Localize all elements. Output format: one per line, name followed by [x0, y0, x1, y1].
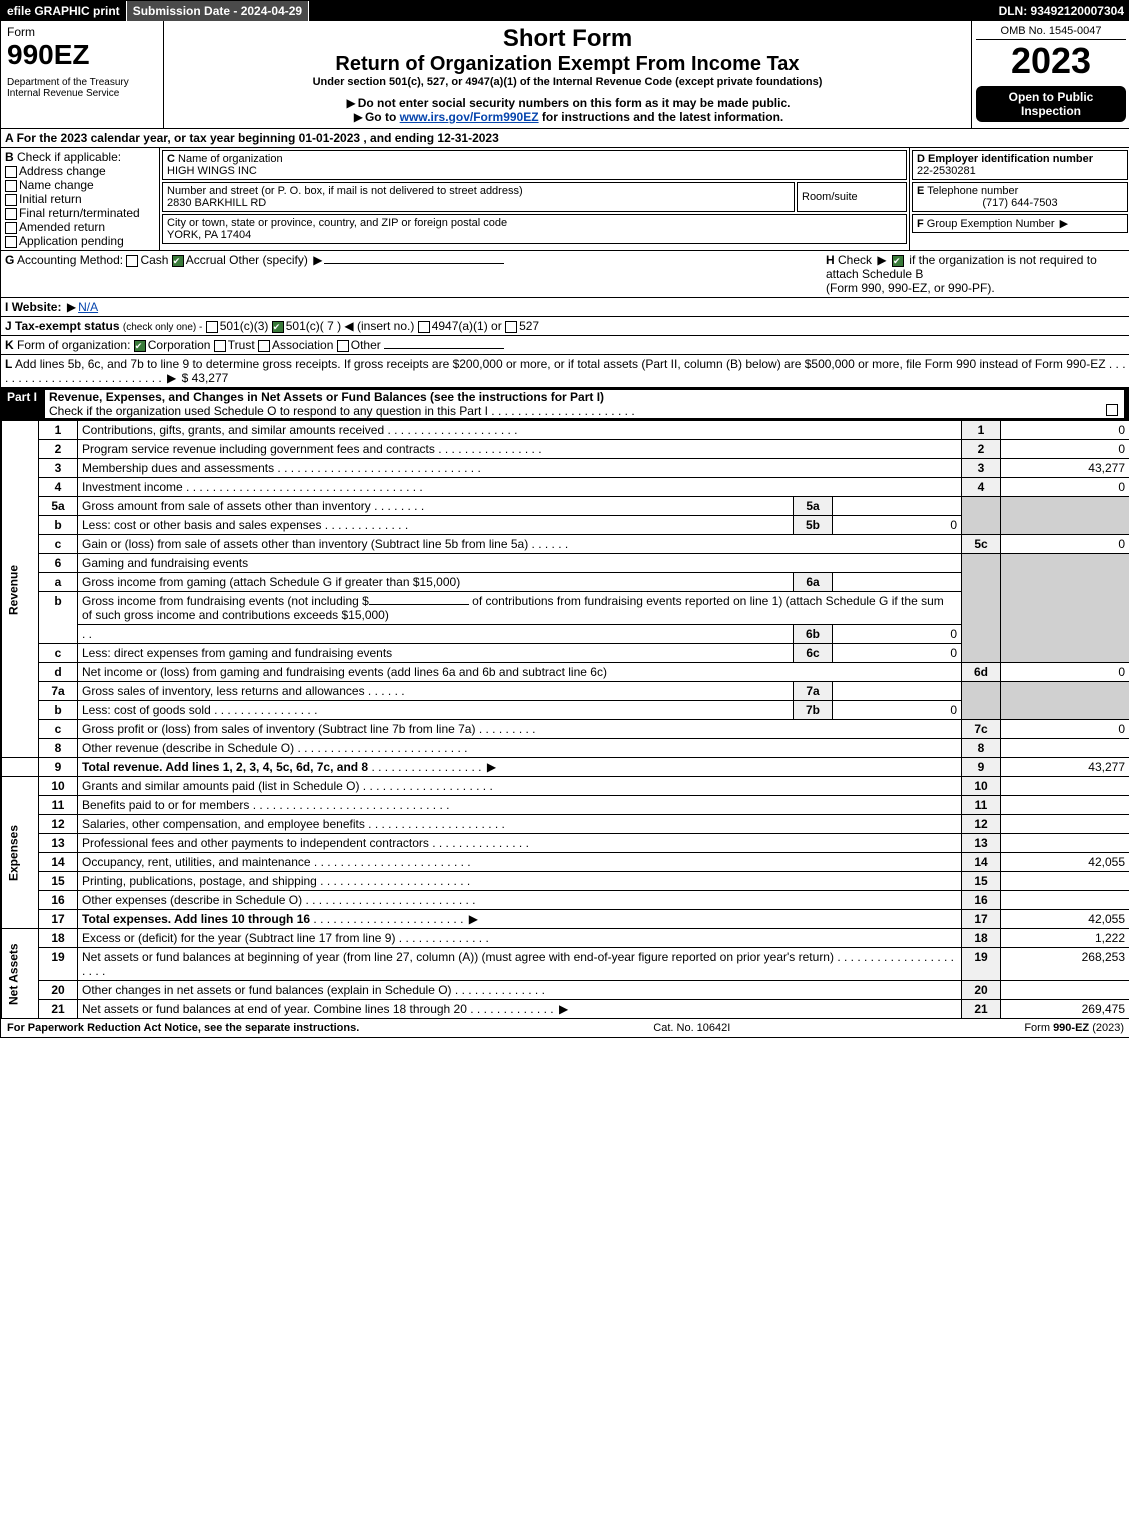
title-short: Short Form — [170, 25, 965, 53]
section-J: J Tax-exempt status (check only one) - 5… — [1, 317, 1129, 336]
section-C: C Name of organizationHIGH WINGS INC Num… — [160, 148, 910, 250]
title-subtitle: Under section 501(c), 527, or 4947(a)(1)… — [170, 76, 965, 88]
line14-amount: 42,055 — [1001, 853, 1129, 872]
checkbox-cash[interactable] — [126, 255, 138, 267]
checkbox-schedule-b[interactable] — [892, 255, 904, 267]
efile-label: efile GRAPHIC print — [1, 1, 127, 21]
netassets-label: Net Assets — [2, 929, 39, 1019]
line7a-mini — [833, 682, 962, 701]
line5a-mini — [833, 497, 962, 516]
website-link[interactable]: N/A — [78, 300, 98, 314]
checkbox-527[interactable] — [505, 321, 517, 333]
omb-number: OMB No. 1545-0047 — [976, 25, 1126, 40]
checkbox-501c3[interactable] — [206, 321, 218, 333]
checkbox-trust[interactable] — [214, 340, 226, 352]
page-footer: For Paperwork Reduction Act Notice, see … — [1, 1019, 1129, 1037]
section-K: K Form of organization: Corporation Trus… — [1, 336, 1129, 355]
form-word: Form — [7, 25, 157, 39]
irs-label: Internal Revenue Service — [7, 88, 157, 99]
checkbox-corporation[interactable] — [134, 340, 146, 352]
checkbox-501c[interactable] — [272, 321, 284, 333]
form-number: 990EZ — [7, 39, 157, 71]
line2-amount: 0 — [1001, 440, 1129, 459]
ein-value: 22-2530281 — [917, 165, 976, 177]
line6b-mini: 0 — [833, 625, 962, 644]
irs-link[interactable]: www.irs.gov/Form990EZ — [400, 110, 539, 124]
goto-link-row: Go to www.irs.gov/Form990EZ for instruct… — [170, 110, 965, 124]
submission-date: Submission Date - 2024-04-29 — [127, 1, 309, 21]
footer-left: For Paperwork Reduction Act Notice, see … — [7, 1022, 359, 1034]
line11-amount — [1001, 796, 1129, 815]
checkbox-accrual[interactable] — [172, 255, 184, 267]
line15-amount — [1001, 872, 1129, 891]
checkbox-schedule-o-part1[interactable] — [1106, 404, 1118, 416]
section-H: H Check if the organization is not requi… — [826, 253, 1126, 295]
line16-amount — [1001, 891, 1129, 910]
phone-value: (717) 644-7503 — [917, 197, 1123, 209]
line7b-mini: 0 — [833, 701, 962, 720]
line18-amount: 1,222 — [1001, 929, 1129, 948]
inspection-badge: Open to Public Inspection — [976, 86, 1126, 122]
expenses-label: Expenses — [2, 777, 39, 929]
header-center: Short Form Return of Organization Exempt… — [164, 21, 972, 128]
ssn-warning: Do not enter social security numbers on … — [170, 96, 965, 110]
line6d-amount: 0 — [1001, 663, 1129, 682]
section-I: I Website: N/A — [1, 298, 1129, 317]
line20-amount — [1001, 981, 1129, 1000]
line5c-amount: 0 — [1001, 535, 1129, 554]
city-state-zip: YORK, PA 17404 — [167, 229, 251, 241]
street-address: 2830 BARKHILL RD — [167, 197, 266, 209]
line1-amount: 0 — [1001, 421, 1129, 440]
header-left: Form 990EZ Department of the Treasury In… — [1, 21, 164, 128]
line6a-mini — [833, 573, 962, 592]
row-GH: G Accounting Method: Cash Accrual Other … — [1, 251, 1129, 298]
line10-amount — [1001, 777, 1129, 796]
section-B: B Check if applicable: Address change Na… — [1, 148, 160, 250]
header-right: OMB No. 1545-0047 2023 Open to Public In… — [972, 21, 1129, 128]
section-G: G Accounting Method: Cash Accrual Other … — [5, 253, 826, 295]
line5b-mini: 0 — [833, 516, 962, 535]
top-bar: efile GRAPHIC print Submission Date - 20… — [1, 1, 1129, 21]
part1-header: Part I Revenue, Expenses, and Changes in… — [1, 388, 1129, 420]
revenue-label: Revenue — [2, 421, 39, 758]
line-A: A For the 2023 calendar year, or tax yea… — [1, 129, 1129, 148]
checkbox-final-return[interactable] — [5, 208, 17, 220]
checkbox-initial-return[interactable] — [5, 194, 17, 206]
part1-table: Revenue 1 Contributions, gifts, grants, … — [1, 420, 1129, 1019]
line4-amount: 0 — [1001, 478, 1129, 497]
line21-amount: 269,475 — [1001, 1000, 1129, 1019]
section-DEF: D Employer identification number22-25302… — [910, 148, 1129, 250]
dln-label: DLN: 93492120007304 — [993, 1, 1129, 21]
form-990ez: efile GRAPHIC print Submission Date - 20… — [0, 0, 1129, 1038]
footer-right: Form 990-EZ (2023) — [1024, 1022, 1124, 1034]
line9-amount: 43,277 — [1001, 758, 1129, 777]
line8-amount — [1001, 739, 1129, 758]
checkbox-name-change[interactable] — [5, 180, 17, 192]
line7c-amount: 0 — [1001, 720, 1129, 739]
gross-receipts: $ 43,277 — [182, 371, 229, 385]
line12-amount — [1001, 815, 1129, 834]
tax-year: 2023 — [976, 40, 1126, 82]
entity-block: B Check if applicable: Address change Na… — [1, 148, 1129, 251]
line3-amount: 43,277 — [1001, 459, 1129, 478]
dept-treasury: Department of the Treasury — [7, 77, 157, 88]
checkbox-4947[interactable] — [418, 321, 430, 333]
section-L: L Add lines 5b, 6c, and 7b to line 9 to … — [1, 355, 1129, 388]
goto-text: Go to www.irs.gov/Form990EZ for instruct… — [365, 110, 783, 124]
checkbox-application-pending[interactable] — [5, 236, 17, 248]
org-name: HIGH WINGS INC — [167, 165, 257, 177]
line6c-mini: 0 — [833, 644, 962, 663]
line13-amount — [1001, 834, 1129, 853]
checkbox-other-org[interactable] — [337, 340, 349, 352]
line17-amount: 42,055 — [1001, 910, 1129, 929]
checkbox-amended-return[interactable] — [5, 222, 17, 234]
title-main: Return of Organization Exempt From Incom… — [170, 53, 965, 76]
footer-mid: Cat. No. 10642I — [653, 1022, 730, 1034]
form-header: Form 990EZ Department of the Treasury In… — [1, 21, 1129, 129]
line19-amount: 268,253 — [1001, 948, 1129, 981]
checkbox-association[interactable] — [258, 340, 270, 352]
checkbox-address-change[interactable] — [5, 166, 17, 178]
